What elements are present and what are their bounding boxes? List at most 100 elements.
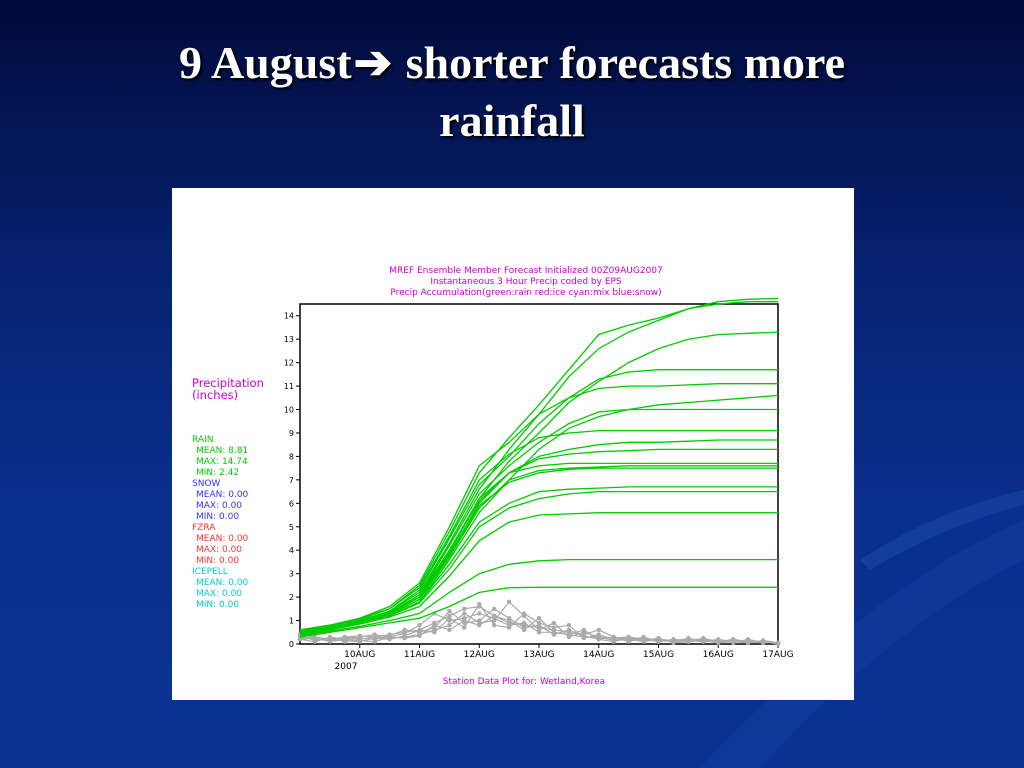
- y-axis-label-line-2: (inches): [192, 388, 238, 402]
- instant-precip-point: [506, 618, 512, 623]
- chart-footer: Station Data Plot for: Wetland,Korea: [443, 677, 605, 687]
- instant-precip-point: [477, 623, 482, 628]
- instant-precip-point: [566, 632, 572, 637]
- instant-precip-point: [671, 637, 676, 642]
- instant-precip-point: [432, 630, 437, 635]
- instant-precip-point: [536, 620, 542, 626]
- legend-icepell-min: MIN: 0.00: [196, 600, 239, 610]
- instant-precip-point: [372, 635, 377, 641]
- title-line-2: rainfall: [439, 95, 585, 146]
- instant-precip-point: [477, 611, 482, 616]
- y-tick-label: 14: [284, 312, 294, 321]
- instant-precip-point: [686, 635, 691, 641]
- slide-title: 9 August➔ shorter forecasts more rainfal…: [0, 34, 1024, 150]
- legend-rain-label: RAIN: [192, 435, 213, 445]
- y-tick-label: 4: [289, 546, 294, 555]
- y-tick-label: 7: [289, 476, 294, 485]
- instant-precip-point: [596, 627, 601, 633]
- instant-precip-point: [417, 627, 422, 633]
- legend-fzra-min: MIN: 0.00: [196, 556, 239, 566]
- legend-icepell-mean: MEAN: 0.00: [196, 578, 249, 588]
- rain-accumulation-line: [299, 465, 778, 634]
- instant-precip-point: [312, 634, 318, 640]
- plot-frame: [299, 303, 779, 645]
- instant-precip-point: [686, 639, 691, 644]
- instant-precip-point: [462, 618, 467, 623]
- instant-precip-point: [731, 639, 736, 644]
- instant-precip-point: [716, 639, 721, 644]
- instant-precip-point: [551, 630, 557, 635]
- y-tick-label: 13: [284, 335, 294, 344]
- x-axis-year-label: 2007: [335, 662, 358, 672]
- instant-precip-point: [387, 634, 392, 640]
- instant-precip-point: [521, 620, 527, 626]
- instant-precip-point: [775, 640, 781, 645]
- instant-precip-point: [432, 623, 437, 628]
- rain-accumulation-line: [299, 408, 778, 633]
- y-tick-label: 3: [289, 570, 294, 579]
- instant-precip-point: [536, 627, 542, 633]
- instant-precip-point: [596, 632, 601, 637]
- legend-rain-mean: MEAN: 8.81: [196, 446, 248, 456]
- instant-precip-point: [536, 616, 542, 621]
- x-tick-label: 10AUG: [344, 650, 375, 660]
- instant-precip-point: [327, 634, 333, 640]
- title-part-1: 9 August: [178, 37, 352, 88]
- instant-precip-point: [521, 611, 527, 616]
- legend-icepell-label: ICEPELL: [192, 567, 228, 577]
- instant-precip-point: [462, 606, 467, 611]
- x-tick-label: 16AUG: [703, 650, 734, 660]
- y-tick-label: 1: [289, 617, 294, 626]
- legend-rain-min: MIN: 2.42: [196, 468, 239, 478]
- rain-accumulation-line: [299, 429, 778, 632]
- x-tick-label: 12AUG: [464, 650, 495, 660]
- rain-accumulation-line: [299, 586, 778, 638]
- instant-precip-point: [551, 625, 557, 630]
- rain-accumulation-line: [299, 467, 778, 633]
- y-tick-label: 9: [289, 429, 294, 438]
- chart-header-line-1: MREF Ensemble Member Forecast Initialize…: [389, 266, 663, 276]
- instant-precip-point: [671, 640, 676, 645]
- instant-precip-point: [596, 637, 601, 642]
- instant-precip-point: [566, 623, 572, 628]
- instant-precip-point: [372, 639, 377, 644]
- x-tick-label: 13AUG: [523, 650, 554, 660]
- y-axis-label-line-1: Precipitation: [192, 376, 264, 390]
- instant-precip-point: [521, 627, 527, 633]
- chart-header-line-2: Instantaneous 3 Hour Precip coded by EPS: [430, 277, 622, 287]
- x-tick-label: 11AUG: [404, 650, 435, 660]
- legend-snow-label: SNOW: [192, 479, 221, 489]
- instant-precip-point: [492, 618, 497, 623]
- instant-precip-point: [611, 639, 616, 644]
- instant-precip-point: [447, 627, 452, 633]
- rain-accumulation-line: [299, 490, 778, 635]
- rain-accumulation-line: [299, 383, 778, 631]
- instant-precip-point: [506, 599, 512, 604]
- instant-precip-point: [566, 627, 572, 633]
- rain-accumulation-line: [299, 462, 778, 633]
- legend-icepell-max: MAX: 0.00: [196, 589, 242, 599]
- rain-accumulation-line: [299, 369, 778, 632]
- chart-header-line-3: Precip Accumulation(green:rain red:ice c…: [390, 288, 661, 298]
- x-tick-label: 17AUG: [762, 650, 793, 660]
- instant-precip-point: [417, 633, 422, 638]
- instant-precip-point: [492, 613, 497, 619]
- x-tick-label: 15AUG: [643, 650, 674, 660]
- instant-precip-point: [297, 637, 303, 642]
- legend-snow-mean: MEAN: 0.00: [196, 490, 249, 500]
- legend-snow-min: MIN: 0.00: [196, 512, 239, 522]
- instant-precip-point: [342, 637, 347, 642]
- instant-precip-point: [447, 623, 452, 628]
- instant-precip-point: [417, 623, 422, 628]
- y-tick-label: 2: [289, 593, 294, 602]
- instant-precip-point: [581, 627, 586, 633]
- instant-precip-point: [357, 638, 362, 643]
- y-tick-label: 10: [284, 406, 294, 415]
- instant-precip-point: [551, 620, 557, 626]
- instant-precip-point: [641, 634, 646, 640]
- title-part-2: shorter forecasts more: [394, 37, 846, 88]
- instant-precip-point: [760, 638, 766, 643]
- y-tick-label: 6: [289, 499, 294, 508]
